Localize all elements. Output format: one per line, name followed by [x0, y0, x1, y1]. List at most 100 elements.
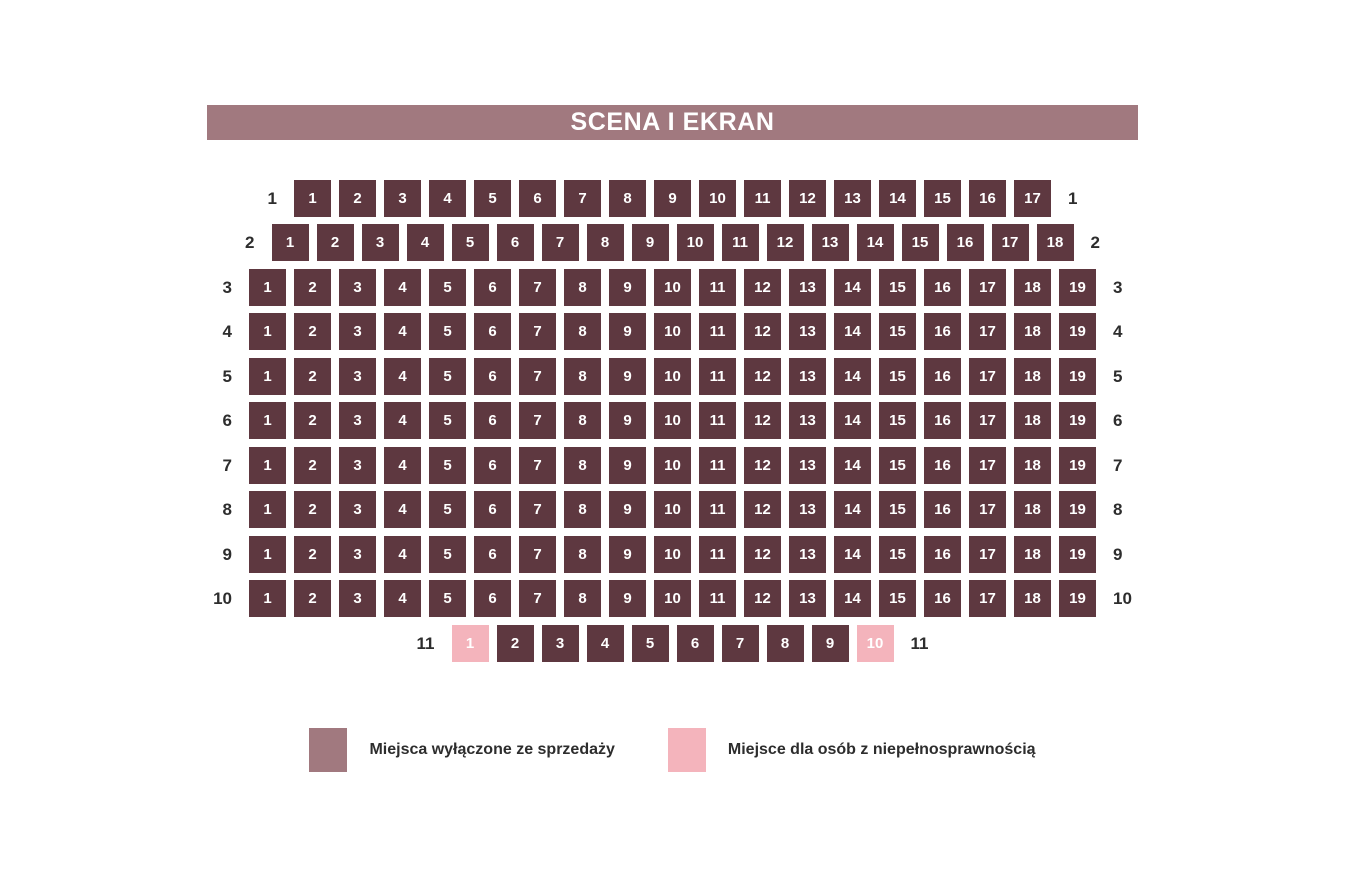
seat-excluded[interactable]: 15 [879, 402, 916, 440]
seat-excluded[interactable]: 7 [541, 224, 579, 262]
seat-excluded[interactable]: 16 [924, 357, 961, 395]
seat-excluded[interactable]: 2 [294, 580, 331, 618]
seat-excluded[interactable]: 6 [519, 179, 556, 217]
seat-excluded[interactable]: 14 [834, 402, 871, 440]
seat-excluded[interactable]: 17 [969, 268, 1006, 306]
seat-excluded[interactable]: 16 [924, 268, 961, 306]
seat-excluded[interactable]: 17 [969, 491, 1006, 529]
seat-excluded[interactable]: 8 [564, 313, 601, 351]
seat-excluded[interactable]: 8 [564, 446, 601, 484]
seat-excluded[interactable]: 11 [744, 179, 781, 217]
seat-excluded[interactable]: 6 [496, 224, 534, 262]
seat-excluded[interactable]: 19 [1059, 357, 1096, 395]
seat-excluded[interactable]: 16 [924, 402, 961, 440]
seat-excluded[interactable]: 15 [879, 357, 916, 395]
seat-excluded[interactable]: 1 [249, 535, 286, 573]
seat-excluded[interactable]: 7 [519, 580, 556, 618]
seat-excluded[interactable]: 2 [294, 535, 331, 573]
seat-excluded[interactable]: 18 [1014, 357, 1051, 395]
seat-excluded[interactable]: 10 [654, 357, 691, 395]
seat-excluded[interactable]: 16 [924, 491, 961, 529]
seat-excluded[interactable]: 7 [519, 268, 556, 306]
seat-excluded[interactable]: 14 [834, 535, 871, 573]
seat-excluded[interactable]: 18 [1014, 313, 1051, 351]
seat-excluded[interactable]: 19 [1059, 268, 1096, 306]
seat-excluded[interactable]: 14 [879, 179, 916, 217]
seat-excluded[interactable]: 9 [654, 179, 691, 217]
seat-excluded[interactable]: 14 [834, 268, 871, 306]
seat-excluded[interactable]: 3 [339, 357, 376, 395]
seat-excluded[interactable]: 13 [789, 402, 826, 440]
seat-excluded[interactable]: 6 [474, 402, 511, 440]
seat-excluded[interactable]: 7 [564, 179, 601, 217]
seat-excluded[interactable]: 2 [294, 357, 331, 395]
seat-excluded[interactable]: 10 [676, 224, 714, 262]
seat-excluded[interactable]: 17 [969, 446, 1006, 484]
seat-excluded[interactable]: 16 [924, 313, 961, 351]
seat-excluded[interactable]: 5 [429, 446, 466, 484]
seat-excluded[interactable]: 4 [384, 313, 421, 351]
seat-excluded[interactable]: 4 [586, 624, 624, 662]
seat-excluded[interactable]: 9 [631, 224, 669, 262]
seat-excluded[interactable]: 7 [519, 446, 556, 484]
seat-excluded[interactable]: 12 [744, 580, 781, 618]
seat-excluded[interactable]: 9 [609, 268, 646, 306]
seat-excluded[interactable]: 16 [946, 224, 984, 262]
seat-excluded[interactable]: 9 [609, 580, 646, 618]
seat-accessible[interactable]: 10 [856, 624, 894, 662]
seat-excluded[interactable]: 9 [609, 491, 646, 529]
seat-excluded[interactable]: 12 [744, 402, 781, 440]
seat-excluded[interactable]: 10 [699, 179, 736, 217]
seat-excluded[interactable]: 4 [384, 535, 421, 573]
seat-excluded[interactable]: 12 [744, 268, 781, 306]
seat-excluded[interactable]: 13 [789, 580, 826, 618]
seat-excluded[interactable]: 18 [1014, 446, 1051, 484]
seat-excluded[interactable]: 8 [609, 179, 646, 217]
seat-excluded[interactable]: 7 [519, 491, 556, 529]
seat-excluded[interactable]: 1 [249, 580, 286, 618]
seat-excluded[interactable]: 1 [249, 446, 286, 484]
seat-excluded[interactable]: 3 [384, 179, 421, 217]
seat-excluded[interactable]: 4 [384, 580, 421, 618]
seat-excluded[interactable]: 11 [699, 357, 736, 395]
seat-excluded[interactable]: 10 [654, 580, 691, 618]
seat-excluded[interactable]: 16 [924, 580, 961, 618]
seat-excluded[interactable]: 14 [834, 313, 871, 351]
seat-excluded[interactable]: 15 [879, 535, 916, 573]
seat-excluded[interactable]: 19 [1059, 535, 1096, 573]
seat-excluded[interactable]: 3 [339, 402, 376, 440]
seat-excluded[interactable]: 6 [474, 357, 511, 395]
seat-excluded[interactable]: 14 [834, 446, 871, 484]
seat-excluded[interactable]: 18 [1036, 224, 1074, 262]
seat-excluded[interactable]: 2 [294, 313, 331, 351]
seat-excluded[interactable]: 6 [474, 268, 511, 306]
seat-excluded[interactable]: 3 [339, 446, 376, 484]
seat-excluded[interactable]: 10 [654, 313, 691, 351]
seat-excluded[interactable]: 11 [699, 535, 736, 573]
seat-excluded[interactable]: 17 [969, 313, 1006, 351]
seat-excluded[interactable]: 4 [384, 446, 421, 484]
seat-excluded[interactable]: 19 [1059, 580, 1096, 618]
seat-excluded[interactable]: 7 [519, 313, 556, 351]
seat-excluded[interactable]: 10 [654, 402, 691, 440]
seat-excluded[interactable]: 2 [294, 402, 331, 440]
seat-excluded[interactable]: 8 [766, 624, 804, 662]
seat-excluded[interactable]: 2 [316, 224, 354, 262]
seat-excluded[interactable]: 11 [699, 268, 736, 306]
seat-excluded[interactable]: 5 [451, 224, 489, 262]
seat-excluded[interactable]: 5 [429, 313, 466, 351]
seat-excluded[interactable]: 13 [789, 446, 826, 484]
seat-excluded[interactable]: 8 [564, 402, 601, 440]
seat-excluded[interactable]: 16 [969, 179, 1006, 217]
seat-excluded[interactable]: 11 [699, 446, 736, 484]
seat-excluded[interactable]: 2 [339, 179, 376, 217]
seat-excluded[interactable]: 7 [519, 402, 556, 440]
seat-excluded[interactable]: 8 [564, 580, 601, 618]
seat-excluded[interactable]: 6 [474, 446, 511, 484]
seat-excluded[interactable]: 11 [699, 491, 736, 529]
seat-excluded[interactable]: 19 [1059, 313, 1096, 351]
seat-excluded[interactable]: 8 [564, 535, 601, 573]
seat-excluded[interactable]: 12 [744, 491, 781, 529]
seat-excluded[interactable]: 12 [766, 224, 804, 262]
seat-excluded[interactable]: 7 [519, 535, 556, 573]
